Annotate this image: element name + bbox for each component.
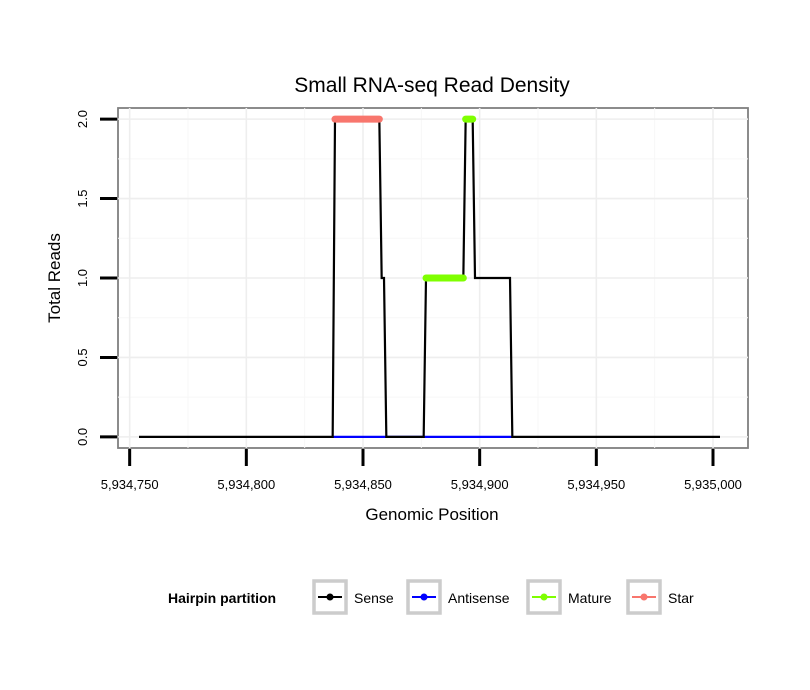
x-tick-label: 5,935,000 <box>684 477 742 492</box>
legend-star-key-point <box>640 593 648 601</box>
x-tick-label: 5,934,800 <box>217 477 275 492</box>
legend-antisense-key-point <box>420 593 428 601</box>
x-tick-label: 5,934,750 <box>101 477 159 492</box>
series-layer <box>139 115 720 438</box>
y-tick-label: 1.0 <box>75 269 90 287</box>
legend-mature-key-point <box>540 593 548 601</box>
chart-title: Small RNA-seq Read Density <box>294 74 570 97</box>
x-axis: 5,934,750 5,934,800 5,934,850 5,934,900 5,93… <box>101 449 742 492</box>
x-tick-label: 5,934,950 <box>567 477 625 492</box>
legend: Hairpin partition Sense Antisense Mature St… <box>168 579 694 615</box>
y-axis-label: Total Reads <box>45 233 64 323</box>
legend-mature-label: Mature <box>568 590 612 606</box>
legend-sense-label: Sense <box>354 590 394 606</box>
y-tick-label: 2.0 <box>75 110 90 128</box>
legend-star-label: Star <box>668 590 694 606</box>
legend-title: Hairpin partition <box>168 590 276 606</box>
legend-sense-key-point <box>326 593 334 601</box>
x-tick-label: 5,934,850 <box>334 477 392 492</box>
legend-antisense-label: Antisense <box>448 590 510 606</box>
x-axis-label: Genomic Position <box>365 505 498 524</box>
y-tick-label: 0.5 <box>75 348 90 366</box>
y-axis: 0.0 0.5 1.0 1.5 2.0 <box>75 110 117 446</box>
y-tick-label: 0.0 <box>75 428 90 446</box>
y-tick-label: 1.5 <box>75 190 90 208</box>
x-tick-label: 5,934,900 <box>451 477 509 492</box>
